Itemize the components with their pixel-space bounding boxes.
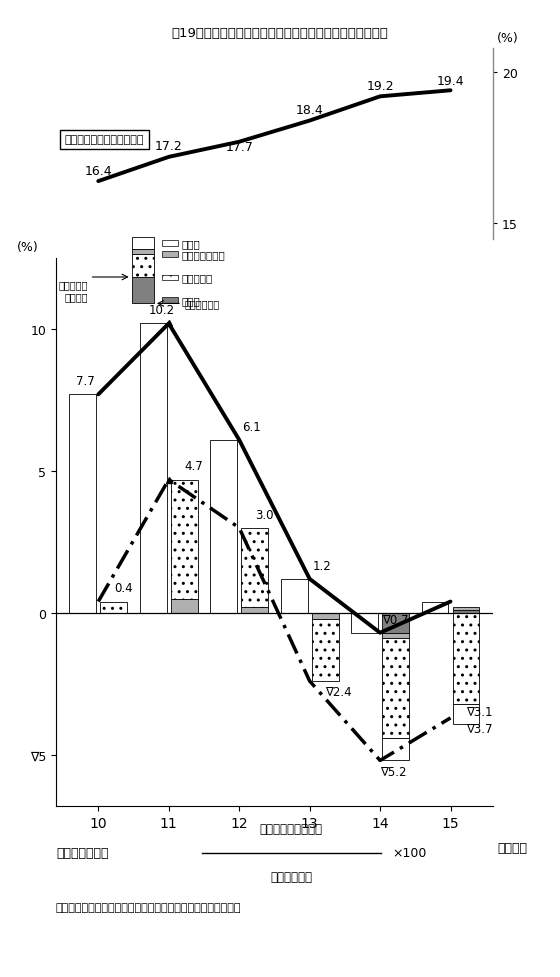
Text: 地方税: 地方税 [182,296,200,306]
Bar [312,614,338,618]
Bar [162,276,178,280]
Bar [162,298,178,304]
Text: ∇0.7: ∇0.7 [382,613,409,626]
Bar [162,241,178,246]
Text: 16.4: 16.4 [85,164,112,178]
Text: 17.7: 17.7 [225,141,253,154]
Bar [241,529,268,608]
Text: 1.2: 1.2 [313,559,332,573]
Bar [312,618,338,681]
Bar [351,614,378,633]
Text: 公債負担比率（右目盛）％: 公債負担比率（右目盛）％ [65,135,144,146]
Bar [422,602,449,614]
Bar [171,480,198,599]
Bar [382,639,409,738]
Bar [162,252,178,258]
Bar [382,738,409,761]
Bar [132,277,154,304]
Bar [452,704,479,724]
Bar [100,602,127,614]
Bar [382,633,409,639]
Bar [382,614,409,633]
Text: 4.7: 4.7 [184,460,203,473]
Text: 笙19図　公債負担比率を構成する分子及び分母の増減状況: 笙19図 公債負担比率を構成する分子及び分母の増減状況 [171,27,389,40]
Text: 一般財源総額: 一般財源総額 [185,299,220,309]
Text: 6.1: 6.1 [242,420,261,433]
Bar [211,441,237,614]
Text: 公債費充当
一般財源: 公債費充当 一般財源 [59,279,88,302]
Text: 3.0: 3.0 [255,508,273,521]
Text: 一般財源総額: 一般財源総額 [270,871,312,883]
Bar [452,608,479,611]
Text: 地方特例交付金: 地方特例交付金 [182,250,226,260]
Bar [132,249,154,255]
Text: 0.4: 0.4 [114,582,132,595]
Bar [132,238,154,249]
Text: （注）　棒グラフの数値は、各年度の対前年度増減率である。: （注） 棒グラフの数値は、各年度の対前年度増減率である。 [56,902,241,912]
Text: （年度）: （年度） [497,841,527,855]
Text: 19.4: 19.4 [437,74,464,88]
Text: 公債負担比率＝: 公債負担比率＝ [56,846,109,860]
Bar [452,614,479,704]
Text: ∇2.4: ∇2.4 [325,686,352,699]
Bar [140,324,167,614]
Text: 19.2: 19.2 [366,80,394,93]
Text: 公債費充当一般財源: 公債費充当一般財源 [260,823,323,835]
Bar [69,395,96,614]
Text: ∇3.1: ∇3.1 [466,705,493,718]
Text: ∇3.7: ∇3.7 [466,722,493,736]
Text: 7.7: 7.7 [76,375,95,388]
Bar [171,599,198,614]
Text: 10.2: 10.2 [148,304,175,317]
Text: ×100: ×100 [392,846,426,860]
Text: (%): (%) [17,240,39,253]
Text: 18.4: 18.4 [296,104,324,117]
Text: ∇5.2: ∇5.2 [380,765,407,778]
Bar [452,611,479,614]
Bar [281,579,307,614]
Text: 17.2: 17.2 [155,140,183,153]
Text: その他: その他 [182,238,200,249]
Text: (%): (%) [497,32,519,45]
Bar [241,608,268,614]
Bar [132,255,154,277]
Text: 地方交付税: 地方交付税 [182,273,213,283]
